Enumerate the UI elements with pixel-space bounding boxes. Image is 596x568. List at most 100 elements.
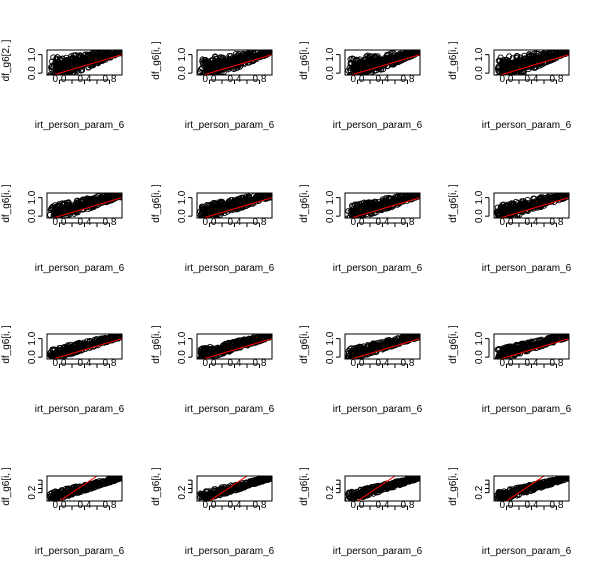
x-tick-label: 0.4 <box>78 74 92 85</box>
x-axis-label: irt_person_param_6 <box>482 404 572 415</box>
y-axis-label: df_g6[i, ] <box>299 41 310 80</box>
point-cloud <box>47 476 122 501</box>
y-tick-label: 0.0 <box>474 350 485 364</box>
y-tick-label: 0.2 <box>325 485 336 499</box>
reference-line <box>201 197 272 218</box>
data-point <box>345 208 352 215</box>
plot-frame <box>196 49 273 76</box>
data-point <box>199 204 206 211</box>
x-axis-label: irt_person_param_6 <box>482 546 572 557</box>
x-axis-label: irt_person_param_6 <box>35 263 125 274</box>
y-tick-label: 1.0 <box>325 331 336 345</box>
x-tick-label: 0.0 <box>53 358 67 369</box>
x-tick-label: 0.4 <box>228 74 242 85</box>
y-tick-label: 0.0 <box>27 66 38 80</box>
x-tick-label: 0.4 <box>525 500 539 511</box>
x-tick-label: 0.8 <box>550 500 564 511</box>
x-tick-label: 0.0 <box>500 358 514 369</box>
y-tick-label: 1.0 <box>474 47 485 61</box>
plot-frame <box>344 333 421 360</box>
x-tick-label: 0.8 <box>103 358 117 369</box>
point-cloud-core <box>351 193 420 218</box>
point-cloud-core <box>500 50 569 75</box>
data-point <box>198 73 204 75</box>
y-tick-label: 0.0 <box>474 209 485 223</box>
y-tick-label: 0.0 <box>325 209 336 223</box>
x-tick-label: 0.8 <box>401 358 415 369</box>
x-axis-label: irt_person_param_6 <box>35 404 125 415</box>
x-axis-label: irt_person_param_6 <box>35 120 125 131</box>
point-cloud <box>494 193 569 218</box>
x-tick-label: 0.0 <box>53 74 67 85</box>
x-axis-label: irt_person_param_6 <box>333 263 423 274</box>
y-tick-label: 1.0 <box>177 190 188 204</box>
reference-line <box>498 54 569 75</box>
x-axis-label: irt_person_param_6 <box>185 120 275 131</box>
panel-r1-c1: 0.0 0.4 0.8 0.0 1.0 irt_person_param_6 df_g6[i… <box>151 184 275 274</box>
panel-r2-c2: 0.0 0.4 0.8 0.0 1.0 irt_person_param_6 df_g6[i… <box>299 325 423 415</box>
plot-frame <box>344 49 421 76</box>
x-tick-label: 0.4 <box>228 500 242 511</box>
x-tick-label: 0.8 <box>401 217 415 228</box>
data-point <box>198 498 205 501</box>
point-cloud-core <box>203 334 272 359</box>
y-axis-label: df_g6[2, ] <box>1 39 12 81</box>
panel-r1-c2: 0.0 0.4 0.8 0.0 1.0 irt_person_param_6 df_g6[i… <box>299 184 423 274</box>
data-point <box>49 73 54 75</box>
panel-r2-c3: 0.0 0.4 0.8 0.0 1.0 irt_person_param_6 df_g6[i… <box>448 325 572 415</box>
reference-line <box>498 338 569 359</box>
x-tick-label: 0.4 <box>78 500 92 511</box>
x-tick-label: 0.0 <box>203 358 217 369</box>
y-tick-label: 1.0 <box>177 331 188 345</box>
reference-line <box>349 338 420 359</box>
data-point <box>197 490 204 497</box>
point-cloud-core <box>53 476 122 501</box>
x-axis-label: irt_person_param_6 <box>333 120 423 131</box>
data-point <box>197 208 204 215</box>
panel-r3-c2: 0.0 0.4 0.8 0.2 irt_person_param_6 df_g6[i, ] <box>299 467 423 557</box>
point-cloud-core <box>53 50 122 75</box>
data-point <box>346 356 353 359</box>
y-axis-label: df_g6[i, ] <box>448 325 459 364</box>
data-point <box>494 73 500 75</box>
plot-frame <box>196 475 273 502</box>
plot-frame <box>344 192 421 219</box>
x-axis-label: irt_person_param_6 <box>482 120 572 131</box>
x-tick-label: 0.4 <box>376 358 390 369</box>
reference-line <box>201 54 272 75</box>
y-axis-label: df_g6[i, ] <box>151 467 162 506</box>
data-point <box>58 200 66 207</box>
plot-frame <box>196 192 273 219</box>
x-tick-label: 0.4 <box>78 217 92 228</box>
panel-r1-c0: 0.0 0.4 0.8 0.0 1.0 irt_person_param_6 df_g6[i… <box>1 184 125 274</box>
reference-line <box>349 197 420 218</box>
point-cloud-core <box>203 50 272 75</box>
x-tick-label: 0.8 <box>401 500 415 511</box>
x-tick-label: 0.4 <box>78 358 92 369</box>
data-point <box>345 496 352 501</box>
y-tick-label: 1.0 <box>474 190 485 204</box>
y-axis-label: df_g6[i, ] <box>1 325 12 364</box>
x-tick-label: 0.8 <box>103 217 117 228</box>
y-axis-label: df_g6[i, ] <box>299 184 310 223</box>
x-tick-label: 0.4 <box>525 74 539 85</box>
plot-frame <box>493 49 570 76</box>
data-point <box>70 52 77 59</box>
x-tick-label: 0.4 <box>376 500 390 511</box>
data-point <box>199 355 206 359</box>
x-tick-label: 0.0 <box>53 500 67 511</box>
x-tick-label: 0.0 <box>351 74 365 85</box>
x-tick-label: 0.8 <box>253 74 267 85</box>
x-tick-label: 0.0 <box>351 358 365 369</box>
y-tick-label: 0.2 <box>474 485 485 499</box>
x-tick-label: 0.8 <box>550 74 564 85</box>
y-tick-label: 0.0 <box>177 209 188 223</box>
x-axis-label: irt_person_param_6 <box>35 546 125 557</box>
y-tick-label: 0.0 <box>474 66 485 80</box>
plot-frame <box>46 49 123 76</box>
plot-frame <box>46 333 123 360</box>
y-tick-label: 0.2 <box>27 485 38 499</box>
plot-frame <box>46 192 123 219</box>
point-cloud-core <box>500 334 569 359</box>
reference-line <box>505 476 545 501</box>
